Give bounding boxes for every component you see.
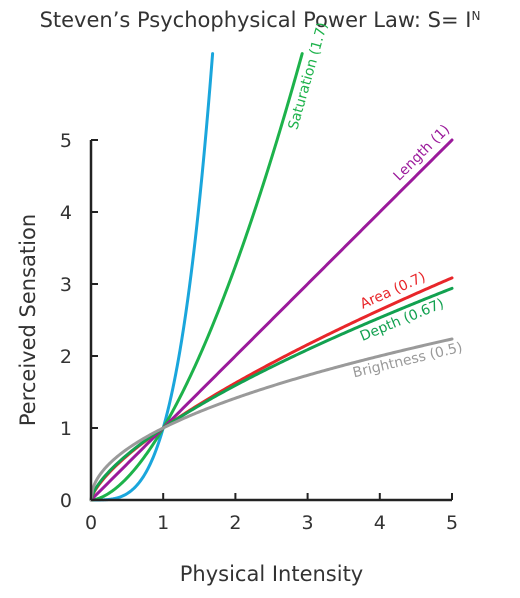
y-tick-label: 3 <box>60 274 72 296</box>
chart-title-text: Steven’s Psychophysical Power Law: S= I <box>39 8 472 32</box>
y-axis-label: Perceived Sensation <box>16 214 40 426</box>
series-line-saturation-1-7 <box>89 52 304 502</box>
series-line-brightness-0-5 <box>89 337 454 502</box>
y-tick-label: 0 <box>60 490 72 512</box>
y-tick-label: 5 <box>60 130 72 152</box>
x-tick-label: 3 <box>302 512 314 534</box>
series-label-brightness-0-5: Brightness (0.5) <box>351 340 464 382</box>
x-tick-label: 2 <box>229 512 241 534</box>
y-tick-label: 2 <box>60 346 72 368</box>
x-tick-label: 1 <box>157 512 169 534</box>
series-line-depth-0-67 <box>89 286 454 502</box>
x-tick-label: 0 <box>85 512 97 534</box>
chart-title-exponent: N <box>471 9 481 23</box>
series-label-length-1: Length (1) <box>391 122 454 185</box>
y-tick-label: 1 <box>60 418 72 440</box>
x-tick-label: 5 <box>446 512 458 534</box>
y-tick-label: 4 <box>60 202 72 224</box>
series-label-saturation-1-7: Saturation (1.7) <box>286 21 332 132</box>
chart-title: Steven’s Psychophysical Power Law: S= IN <box>0 8 520 32</box>
x-axis-label: Physical Intensity <box>180 562 364 586</box>
x-tick-label: 4 <box>374 512 386 534</box>
series-line-length-1 <box>89 138 454 502</box>
